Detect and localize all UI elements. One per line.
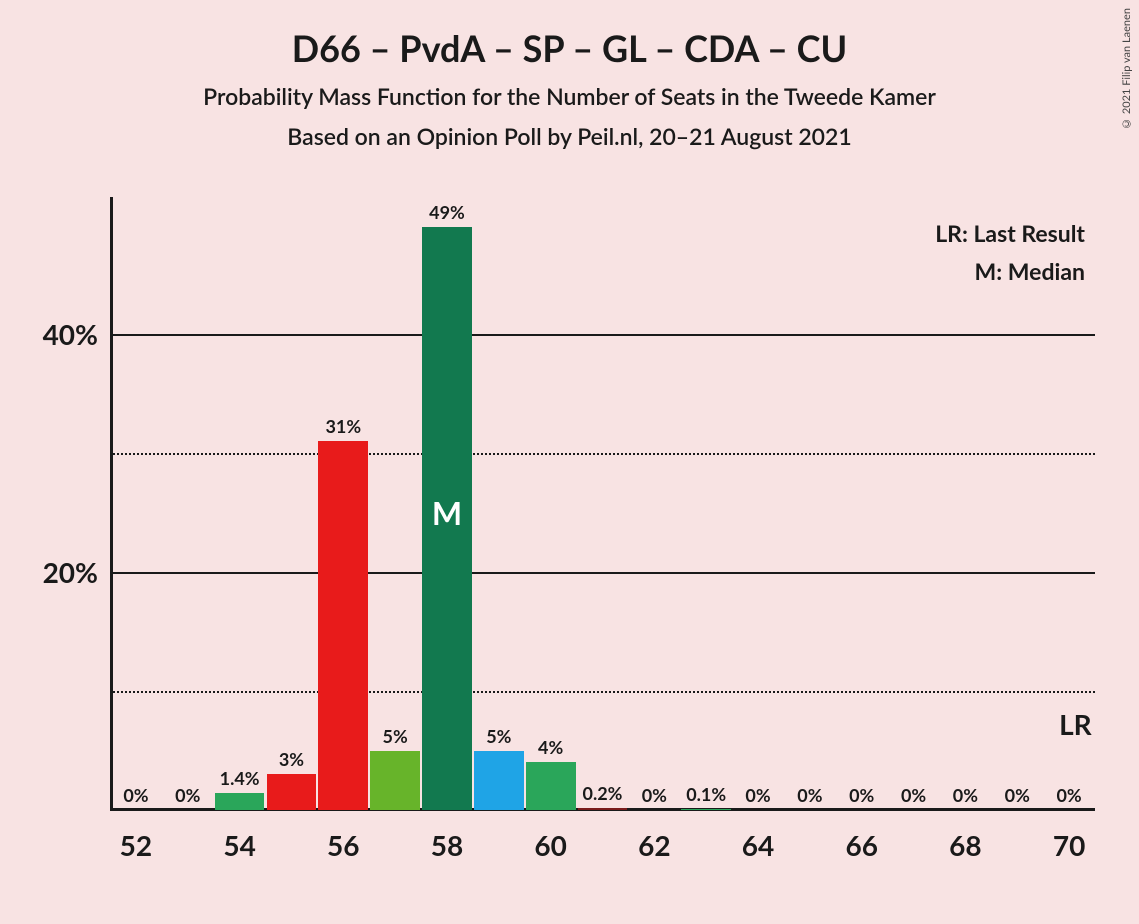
chart-subtitle-2: Based on an Opinion Poll by Peil.nl, 20–… [0,122,1139,150]
bar [370,751,420,811]
bar [318,441,368,810]
xtick-label: 58 [417,828,477,862]
legend-m: M: Median [975,257,1085,285]
chart-subtitle-1: Probability Mass Function for the Number… [0,82,1139,110]
ytick-label: 20% [18,555,98,589]
xtick-label: 64 [728,828,788,862]
xtick-label: 52 [106,828,166,862]
xtick-label: 62 [624,828,684,862]
grid-minor [113,453,1095,455]
xtick-label: 60 [521,828,581,862]
grid-major [113,572,1095,574]
xtick-label: 70 [1039,828,1099,862]
bar [474,751,524,811]
grid-major [113,334,1095,336]
xtick-label: 66 [832,828,892,862]
bar [215,793,265,810]
bar [267,774,317,810]
plot-area: LR: Last Result M: Median LR 0%0%1.4%3%3… [110,215,1095,810]
median-marker: M [422,493,472,532]
legend-lr: LR: Last Result [935,219,1085,247]
bar-value-label: 49% [417,201,477,223]
xtick-label: 54 [210,828,270,862]
bar-value-label: 0% [1039,784,1099,806]
lr-marker: LR [1059,707,1092,741]
chart-canvas: D66 – PvdA – SP – GL – CDA – CU Probabil… [0,0,1139,924]
bar [578,808,628,810]
bar-value-label: 3% [261,748,321,770]
ytick-label: 40% [18,317,98,351]
grid-minor [113,691,1095,693]
xtick-label: 56 [313,828,373,862]
bar-value-label: 31% [313,415,373,437]
bar [526,762,576,810]
bar-value-label: 5% [365,725,425,747]
xtick-label: 68 [935,828,995,862]
copyright-text: © 2021 Filip van Laenen [1120,8,1133,130]
y-axis-line [110,197,113,810]
bar-value-label: 4% [521,736,581,758]
bar-value-label: 1.4% [210,767,270,789]
bar [681,809,731,810]
chart-title: D66 – PvdA – SP – GL – CDA – CU [0,26,1139,70]
